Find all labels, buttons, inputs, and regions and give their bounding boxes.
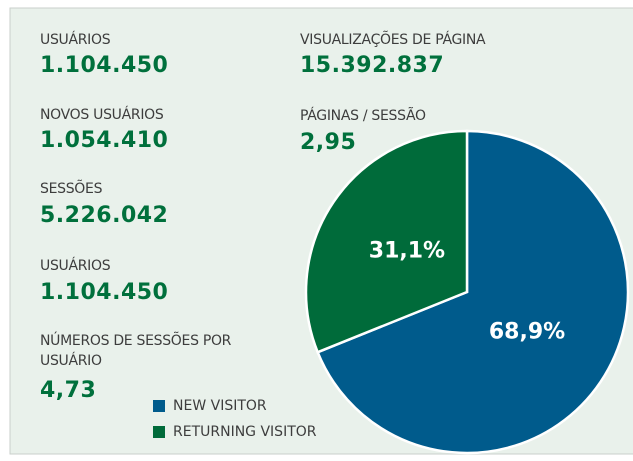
legend-swatch [153,426,165,438]
legend-swatch [153,400,165,412]
stat-label: USUÁRIOS [40,258,111,274]
stat-label: PÁGINAS / SESSÃO [300,108,426,124]
stat-value: 1.054.410 [40,128,169,153]
stat-label: SESSÕES [40,181,103,197]
slice-label: 68,9% [489,320,565,345]
legend-label: NEW VISITOR [173,398,267,414]
slice-label: 31,1% [369,238,445,263]
stat-value: 1.104.450 [40,280,169,305]
stat-value: 4,73 [40,378,97,403]
stat-value: 2,95 [300,130,357,155]
stat-value: 1.104.450 [40,53,169,78]
stat-value: 5.226.042 [40,203,169,228]
pie-slice [316,129,630,455]
legend-label: RETURNING VISITOR [173,424,317,440]
stat-value: 15.392.837 [300,53,445,78]
stat-label: NOVOS USUÁRIOS [40,107,164,123]
stat-label: USUÁRIOS [40,32,111,48]
stat-label: NÚMEROS DE SESSÕES POR USUÁRIO [40,333,232,369]
stat-label: VISUALIZAÇÕES DE PÁGINA [300,32,486,48]
pie-slice [304,129,469,354]
